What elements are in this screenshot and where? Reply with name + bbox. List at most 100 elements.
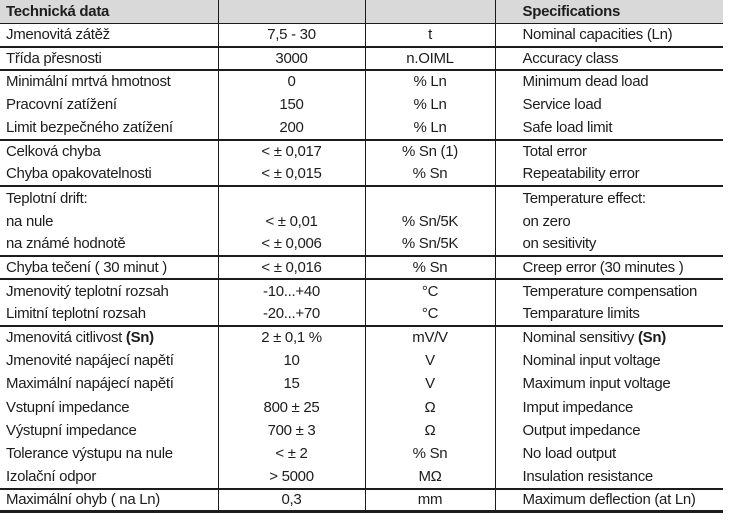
- value-cell: < ± 0,006: [218, 232, 366, 256]
- parameter-label-cz: Maximální napájecí napětí: [0, 372, 219, 396]
- parameter-label-cz-text: Výstupní impedance: [6, 421, 137, 439]
- parameter-label-cz-text: Minimální mrtvá hmotnost: [6, 73, 171, 91]
- parameter-label-en: Temparature limits: [495, 302, 723, 325]
- value-cell: < ± 2: [218, 442, 366, 466]
- table-row: Maximální ohyb ( na Ln) 0,3 mm Maximum defl…: [0, 488, 723, 512]
- value-cell-text: < ± 2: [275, 445, 308, 463]
- unit-cell-text: % Sn/5K: [401, 235, 459, 253]
- table-row: Třída přesnosti 3000 n.OIML Accuracy class: [0, 46, 723, 70]
- parameter-label-cz: Celková chyba: [0, 139, 219, 163]
- value-cell: > 5000: [218, 465, 366, 489]
- parameter-label-cz: Jmenovitá citlivost (Sn): [0, 325, 219, 349]
- unit-cell-text: % Ln: [413, 96, 447, 114]
- unit-cell: % Sn: [365, 162, 496, 187]
- value-cell-text: < ± 0,017: [261, 143, 322, 161]
- table-row: na známé hodnotě < ± 0,006 % Sn/5K on sesit…: [0, 232, 723, 256]
- parameter-label-en: Safe load limit: [495, 116, 723, 139]
- parameter-label-en-text: Creep error (30 minutes ): [522, 259, 684, 277]
- parameter-label-en-text: Safe load limit: [522, 118, 613, 136]
- unit-cell-text: n.OIML: [406, 49, 454, 67]
- parameter-label-cz: Tolerance výstupu na nule: [0, 442, 219, 466]
- parameter-label-cz: Výstupní impedance: [0, 418, 219, 443]
- unit-cell-text: °C: [421, 282, 439, 300]
- value-cell: -20...+70: [218, 302, 366, 326]
- value-cell-text: < ± 0,006: [261, 235, 322, 253]
- parameter-label-en: Nominal capacities (Ln): [495, 23, 723, 46]
- unit-cell-text: °C: [421, 305, 439, 323]
- unit-cell: t: [365, 23, 496, 47]
- parameter-label-cz-text: Vstupní impedance: [6, 398, 130, 416]
- value-cell: 7,5 - 30: [218, 23, 366, 47]
- unit-cell: % Ln: [365, 93, 496, 117]
- parameter-label-cz-text: Třída přesnosti: [6, 49, 102, 67]
- parameter-label-en-text: Temperature compensation: [522, 282, 698, 300]
- unit-cell-text: % Ln: [413, 118, 447, 136]
- unit-cell: % Sn/5K: [365, 232, 496, 256]
- parameter-label-en-text: Maximum deflection (at Ln): [522, 491, 696, 509]
- unit-cell: °C: [365, 279, 496, 303]
- parameter-label-en-text: Temparature limits: [522, 305, 640, 323]
- unit-cell-text: % Sn: [412, 445, 448, 463]
- parameter-label-cz-text: na nule: [6, 212, 54, 230]
- parameter-label-en: on sesitivity: [495, 233, 723, 256]
- unit-cell-text: % Sn (1): [402, 143, 458, 161]
- unit-cell: Ω: [365, 418, 496, 443]
- header-value-column-empty: [218, 0, 366, 24]
- value-cell: 200: [218, 116, 366, 140]
- header-unit-column-empty: [365, 0, 496, 24]
- parameter-label-en: Temperature compensation: [495, 279, 723, 302]
- table-row: Minimální mrtvá hmotnost 0 % Ln Minimum dea…: [0, 69, 723, 94]
- parameter-label-cz: Chyba tečení ( 30 minut ): [0, 255, 219, 280]
- value-cell: < ± 0,01: [218, 209, 366, 233]
- value-cell: 0: [218, 69, 366, 94]
- unit-cell: % Sn (1): [365, 139, 496, 163]
- unit-cell: % Sn/5K: [365, 209, 496, 233]
- header-czech-title: Technická data: [0, 0, 219, 24]
- unit-cell-text: % Sn: [412, 165, 448, 183]
- unit-cell: Ω: [365, 395, 496, 419]
- unit-cell-text: mV/V: [412, 329, 448, 347]
- value-cell-text: 15: [283, 375, 300, 393]
- parameter-label-en: Repeatability error: [495, 163, 723, 186]
- parameter-label-cz: na známé hodnotě: [0, 232, 219, 256]
- parameter-label-cz: Minimální mrtvá hmotnost: [0, 69, 219, 94]
- table-row: Izolační odpor > 5000 MΩ Insulation resista…: [0, 465, 723, 489]
- parameter-label-cz-text: Jmenovitá citlivost: [6, 329, 126, 347]
- parameter-label-cz: Maximální ohyb ( na Ln): [0, 488, 219, 512]
- table-row: Limitní teplotní rozsah -20...+70 °C Tempar…: [0, 302, 723, 326]
- parameter-label-cz: Limit bezpečného zatížení: [0, 116, 219, 140]
- parameter-label-en: Maximum input voltage: [495, 372, 723, 395]
- unit-cell: °C: [365, 302, 496, 326]
- parameter-label-en-text: Nominal sensitivy: [522, 329, 638, 347]
- parameter-label-cz-text: Maximální napájecí napětí: [6, 375, 174, 393]
- unit-cell-text: % Ln: [413, 73, 447, 91]
- table-row: Chyba tečení ( 30 minut ) < ± 0,016 % Sn Cr…: [0, 255, 723, 280]
- parameter-label-en: on zero: [495, 209, 723, 232]
- value-cell-text: 800 ± 25: [263, 398, 320, 416]
- parameter-label-en-text: Insulation resistance: [522, 467, 654, 485]
- technical-data-table: Technická data Specifications Jmenovitá …: [0, 0, 723, 512]
- value-cell: 2 ± 0,1 %: [218, 325, 366, 349]
- value-cell-text: > 5000: [269, 467, 314, 485]
- parameter-label-en-text: Imput impedance: [522, 398, 634, 416]
- parameter-label-cz-text: Chyba tečení ( 30 minut ): [6, 259, 167, 277]
- parameter-label-en: Output impedance: [495, 419, 723, 442]
- unit-cell: n.OIML: [365, 46, 496, 70]
- value-cell: 150: [218, 93, 366, 117]
- value-cell: 10: [218, 348, 366, 373]
- parameter-label-cz: Třída přesnosti: [0, 46, 219, 70]
- parameter-label-en-text: Output impedance: [522, 421, 641, 439]
- table-row: Jmenovitá zátěž 7,5 - 30 t Nominal capaciti…: [0, 23, 723, 47]
- parameter-label-cz-text: Jmenovitá zátěž: [6, 26, 110, 44]
- parameter-label-en: Nominal input voltage: [495, 349, 723, 372]
- unit-cell-text: Ω: [424, 398, 436, 416]
- value-cell-text: 7,5 - 30: [267, 26, 316, 44]
- value-cell-text: 200: [279, 118, 304, 136]
- table-row: Jmenovitý teplotní rozsah -10...+40 °C Temp…: [0, 279, 723, 303]
- parameter-label-en-text: No load output: [522, 445, 617, 463]
- value-cell: 0,3: [218, 488, 366, 512]
- header-english-title: Specifications: [495, 0, 723, 24]
- value-cell-text: 2 ± 0,1 %: [261, 329, 322, 347]
- table-row: Pracovní zatížení 150 % Ln Service load: [0, 93, 723, 117]
- parameter-label-cz-text: na známé hodnotě: [6, 235, 126, 253]
